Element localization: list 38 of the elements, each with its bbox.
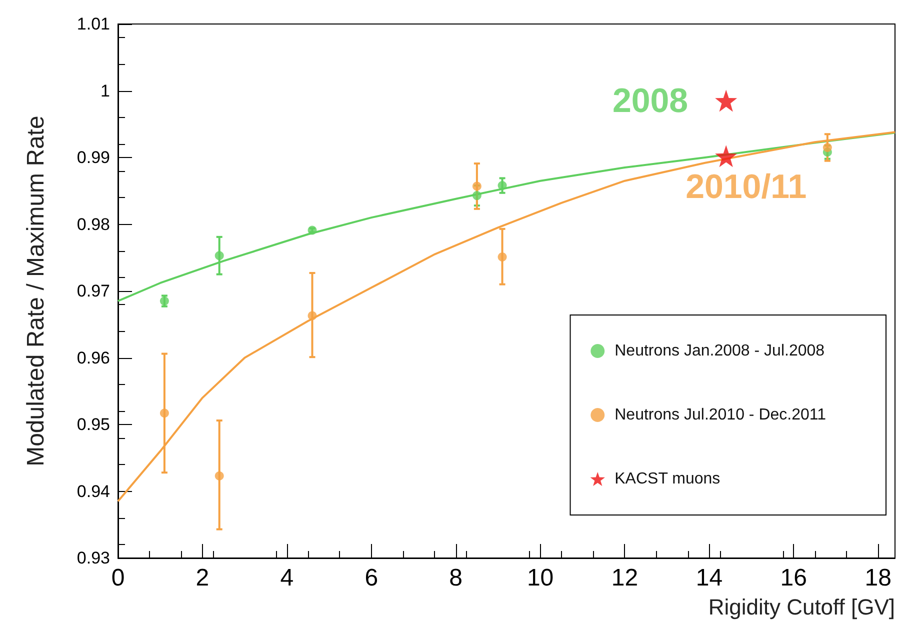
point bbox=[498, 181, 507, 190]
y-tick-label: 1.01 bbox=[76, 14, 110, 34]
x-axis-title: Rigidity Cutoff [GV] bbox=[708, 594, 895, 620]
y-tick-label: 0.93 bbox=[76, 548, 110, 568]
point bbox=[715, 90, 738, 112]
point bbox=[214, 471, 224, 480]
line-series bbox=[117, 131, 896, 502]
x-tick-label: 4 bbox=[280, 564, 294, 592]
y-tick-label: 1 bbox=[100, 81, 110, 100]
point bbox=[160, 296, 169, 306]
y-tick-label: 0.99 bbox=[76, 148, 110, 167]
x-tick-label: 18 bbox=[864, 564, 892, 592]
y-tick-label: 0.94 bbox=[76, 482, 110, 501]
legend-label: Neutrons Jul.2010 - Dec.2011 bbox=[614, 406, 826, 424]
x-tick-label: 6 bbox=[364, 564, 378, 592]
line-series bbox=[117, 132, 896, 302]
annotation: 2010/11 bbox=[686, 168, 807, 206]
point bbox=[214, 251, 224, 260]
point bbox=[715, 145, 738, 168]
x-tick-label: 10 bbox=[526, 564, 554, 592]
annotation: 2008 bbox=[612, 82, 688, 120]
y-tick-label: 0.98 bbox=[76, 214, 110, 234]
point bbox=[498, 252, 507, 262]
point bbox=[160, 408, 169, 418]
point bbox=[308, 311, 317, 320]
legend-label: KACST muons bbox=[614, 470, 720, 488]
x-tick-label: 14 bbox=[696, 564, 723, 592]
y-tick-label: 0.96 bbox=[76, 348, 110, 368]
y-tick-label: 0.97 bbox=[76, 282, 110, 300]
x-tick-label: 0 bbox=[111, 564, 125, 592]
x-tick-label: 12 bbox=[611, 564, 638, 592]
x-tick-label: 8 bbox=[449, 564, 463, 592]
y-axis-title: Modulated Rate / Maximum Rate bbox=[22, 116, 50, 466]
legend-label: Neutrons Jan.2008 - Jul.2008 bbox=[614, 342, 825, 360]
point bbox=[472, 191, 482, 200]
y-tick-label: 0.95 bbox=[76, 415, 110, 434]
x-tick-label: 2 bbox=[196, 564, 210, 592]
x-tick-label: 16 bbox=[780, 564, 808, 592]
